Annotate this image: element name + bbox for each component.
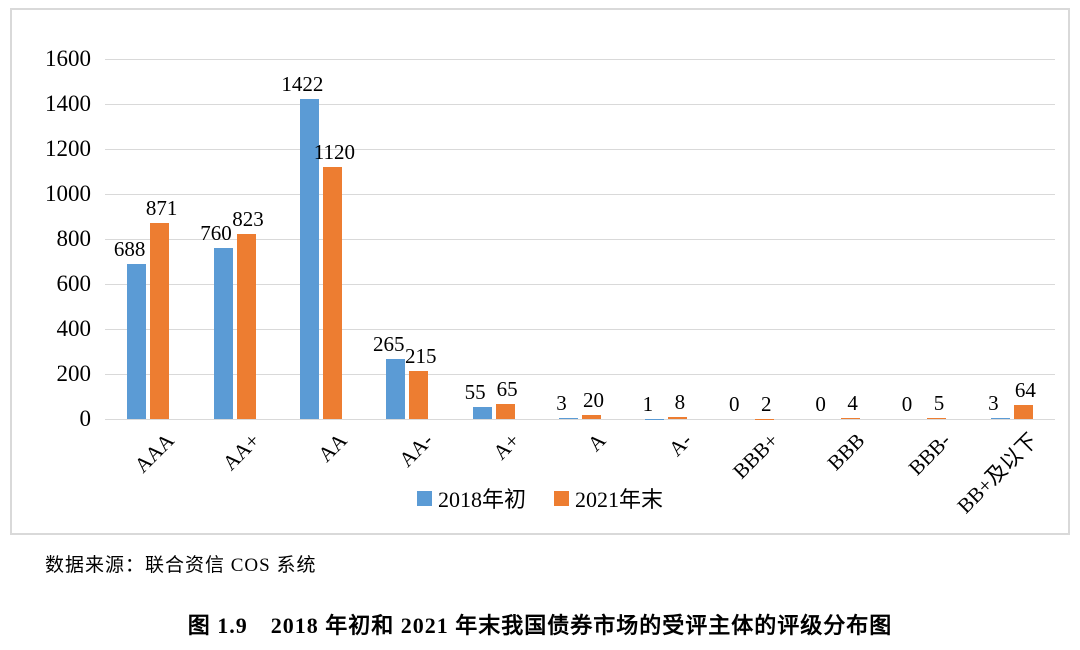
bar-2021年末-BBB-	[927, 417, 947, 419]
bar-2018年初-AA	[299, 99, 319, 419]
bar-value-label-2021年末-A-: 8	[674, 390, 686, 415]
bar-2021年末-A-	[668, 417, 688, 419]
bar-value-label-2021年末-BBB+: 2	[760, 391, 772, 416]
bar-2021年末-AA-	[409, 370, 429, 419]
y-axis-tick-label: 400	[56, 316, 92, 341]
bar-value-label-2021年末-BBB-: 5	[933, 390, 945, 415]
bar-2018年初-A+	[472, 406, 492, 419]
gridline-1200	[105, 148, 1055, 150]
bar-value-label-2018年初-BBB-: 0	[901, 392, 913, 416]
bar-2021年末-AA	[322, 167, 342, 419]
x-axis-category-label-BBB+: BBB+	[727, 428, 783, 484]
legend: 2018年初 2021年末	[12, 482, 1068, 514]
bar-value-label-2018年初-A+: 55	[464, 379, 486, 404]
bar-value-label-2018年初-BBB: 0	[815, 392, 826, 416]
bar-value-label-2021年末-BBB: 4	[847, 391, 858, 416]
legend-swatch-icon-2021年末	[554, 490, 569, 506]
bar-value-label-2021年末-AA: 1120	[313, 140, 356, 164]
y-axis-tick-label: 600	[56, 271, 92, 296]
x-axis-category-label-AA: AA	[312, 428, 352, 467]
bar-2018年初-A	[559, 418, 578, 419]
x-axis-category-label-A: A	[582, 428, 611, 456]
bar-value-label-2021年末-AA-: 215	[405, 343, 437, 368]
gridline-200	[105, 373, 1055, 375]
x-axis-category-label-A-: A-	[663, 428, 697, 461]
y-axis-tick-label: 0	[79, 406, 92, 431]
bar-value-label-2018年初-AA: 1422	[281, 72, 324, 97]
y-axis-tick-label: 1000	[45, 181, 91, 206]
gridline-600	[105, 283, 1055, 285]
bar-2021年末-A	[582, 414, 601, 419]
bar-2021年末-BB+及以下	[1013, 404, 1033, 419]
bar-value-label-2018年初-BB+及以下: 3	[988, 391, 999, 416]
x-axis-category-label-AA-: AA-	[394, 428, 438, 472]
x-axis-category-label-BBB-: BBB-	[904, 428, 956, 480]
legend-label-2018年初: 2018年初	[437, 487, 526, 512]
gridline-1400	[105, 103, 1055, 105]
legend-item-2021年末: 2021年末	[554, 482, 663, 514]
y-axis-tick-label: 800	[56, 226, 92, 251]
bar-value-label-2018年初-A-: 1	[642, 391, 654, 416]
figure-caption: 图 1.9 2018 年初和 2021 年末我国债券市场的受评主体的评级分布图	[187, 613, 893, 638]
legend-item-2018年初: 2018年初	[416, 482, 526, 514]
x-axis-category-label-AAA: AAA	[129, 428, 179, 478]
figure-frame: 0 200 400 600 800 1000 1200 1400 1600 688 871 AAA 76…	[10, 8, 1070, 535]
gridline-800	[105, 238, 1055, 240]
bar-2021年末-AA+	[236, 233, 256, 419]
bar-value-label-2021年末-A+: 65	[496, 377, 518, 402]
bar-2018年初-BB+及以下	[990, 418, 1010, 419]
bar-value-label-2018年初-AA-: 265	[373, 332, 405, 357]
x-axis-category-label-BBB: BBB	[822, 428, 870, 475]
bar-value-label-2018年初-AAA: 688	[113, 237, 146, 262]
source-note: 数据来源：联合资信 COS 系统	[45, 555, 317, 576]
bar-2018年初-AA-	[386, 359, 406, 419]
y-axis-tick-label: 1600	[45, 46, 91, 71]
bar-2018年初-AA+	[213, 248, 233, 419]
bar-2021年末-A+	[495, 404, 515, 419]
y-axis-tick-label: 1200	[45, 136, 91, 161]
bar-value-label-2021年末-AAA: 871	[145, 196, 178, 221]
gridline-1000	[105, 193, 1055, 195]
legend-swatch-icon-2018年初	[416, 490, 432, 506]
bar-value-label-2021年末-AA+: 823	[232, 206, 264, 231]
bar-value-label-2018年初-A: 3	[556, 391, 567, 416]
gridline-400	[105, 328, 1055, 330]
bar-2021年末-BBB	[841, 418, 861, 419]
bar-2021年末-AAA	[150, 223, 170, 419]
y-axis-tick-label: 200	[56, 361, 92, 386]
x-axis-category-label-A+: A+	[487, 428, 524, 465]
gridline-1600	[105, 58, 1055, 60]
y-axis-tick-label: 1400	[45, 91, 91, 116]
bar-value-label-2021年末-BB+及以下: 64	[1014, 377, 1036, 402]
bar-value-label-2018年初-BBB+: 0	[728, 392, 740, 416]
gridline-0	[105, 418, 1055, 420]
bar-value-label-2018年初-AA+: 760	[200, 221, 232, 245]
legend-label-2021年末: 2021年末	[575, 487, 664, 512]
x-axis-category-label-AA+: AA+	[218, 428, 265, 476]
bar-2018年初-AAA	[127, 264, 147, 419]
bar-value-label-2021年末-A: 20	[583, 387, 604, 412]
